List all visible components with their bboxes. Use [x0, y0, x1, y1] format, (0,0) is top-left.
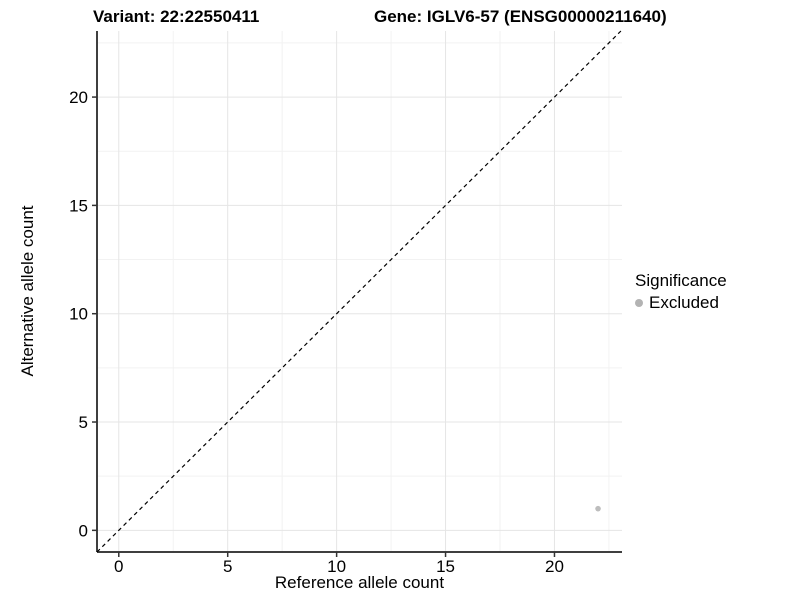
- legend-item: Excluded: [635, 293, 727, 313]
- y-tick-label: 5: [79, 413, 88, 432]
- y-tick-label: 20: [69, 88, 88, 107]
- data-point: [595, 505, 601, 512]
- x-tick-label: 5: [223, 557, 232, 576]
- y-tick-label: 10: [69, 305, 88, 324]
- legend-title: Significance: [635, 271, 727, 290]
- x-tick-label: 15: [436, 557, 455, 576]
- variant-title: Variant: 22:22550411: [93, 7, 260, 26]
- x-tick-label: 20: [545, 557, 564, 576]
- legend: Significance Excluded: [635, 271, 727, 313]
- gene-title: Gene: IGLV6-57 (ENSG00000211640): [374, 7, 667, 26]
- y-tick-label: 15: [69, 196, 88, 215]
- x-tick-label: 0: [114, 557, 123, 576]
- legend-point-icon: [635, 299, 643, 307]
- y-tick-label: 0: [79, 521, 88, 540]
- x-axis-title: Reference allele count: [274, 573, 445, 592]
- x-tick-label: 10: [327, 557, 346, 576]
- legend-item-label: Excluded: [649, 293, 719, 312]
- identity-line: [96, 30, 622, 553]
